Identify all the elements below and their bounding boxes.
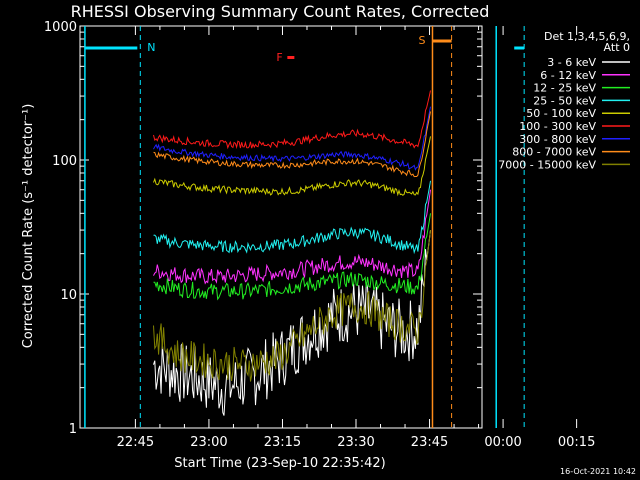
flare-marker xyxy=(287,56,295,59)
series-line xyxy=(153,111,431,178)
series-line xyxy=(153,106,431,171)
x-tick-label: 23:30 xyxy=(337,435,374,450)
legend-entry-label: 12 - 25 keV xyxy=(533,82,596,95)
series-line xyxy=(153,136,431,197)
x-axis: Start Time (23-Sep-10 22:35:42) 22:45 23:… xyxy=(117,26,595,471)
y-tick-label: 1000 xyxy=(44,20,77,35)
legend-header-attenuator: Att 0 xyxy=(604,41,630,54)
legend-entry-label: 100 - 300 keV xyxy=(519,120,596,133)
saa-flag-label: S xyxy=(418,34,425,47)
series-line xyxy=(153,230,431,382)
legend-header-detectors: Det 1,3,4,5,6,9, xyxy=(544,30,630,43)
series-line xyxy=(153,189,431,285)
y-tick-label: 10 xyxy=(60,288,77,303)
night-flag-label: N xyxy=(147,41,155,54)
series-line xyxy=(153,213,431,301)
legend-entry-label: 6 - 12 keV xyxy=(540,69,596,82)
plot-frame xyxy=(79,25,483,429)
legend-entry-label: 300 - 800 keV xyxy=(519,133,596,146)
x-tick-label: 00:15 xyxy=(558,435,595,450)
x-axis-label: Start Time (23-Sep-10 22:35:42) xyxy=(174,456,385,471)
y-tick-label: 100 xyxy=(52,154,77,169)
legend-entry-label: 3 - 6 keV xyxy=(547,56,596,69)
x-tick-label: 00:00 xyxy=(484,435,521,450)
series-line xyxy=(153,230,431,416)
y-tick-label: 1 xyxy=(69,422,77,437)
legend-entry-label: 25 - 50 keV xyxy=(533,94,596,107)
flag-markers: N S F xyxy=(84,26,525,428)
legend-entry-label: 7000 - 15000 keV xyxy=(498,158,596,171)
y-axis: Corrected Count Rate (s⁻¹ detector⁻¹) 1 1… xyxy=(21,20,482,437)
timestamp-footer: 16-Oct-2021 10:42 xyxy=(560,467,636,476)
series-line xyxy=(153,90,431,150)
legend-entry-label: 50 - 100 keV xyxy=(526,107,596,120)
y-axis-label: Corrected Count Rate (s⁻¹ detector⁻¹) xyxy=(21,104,36,349)
x-tick-label: 22:45 xyxy=(117,435,154,450)
legend-entry-label: 800 - 7000 keV xyxy=(512,146,596,159)
x-tick-label: 23:45 xyxy=(411,435,448,450)
flare-flag-label: F xyxy=(276,51,282,64)
series-line xyxy=(153,180,431,255)
series-layer xyxy=(153,90,431,416)
x-tick-label: 23:00 xyxy=(190,435,227,450)
x-tick-label: 23:15 xyxy=(264,435,301,450)
chart-title: RHESSI Observing Summary Count Rates, Co… xyxy=(71,2,490,21)
